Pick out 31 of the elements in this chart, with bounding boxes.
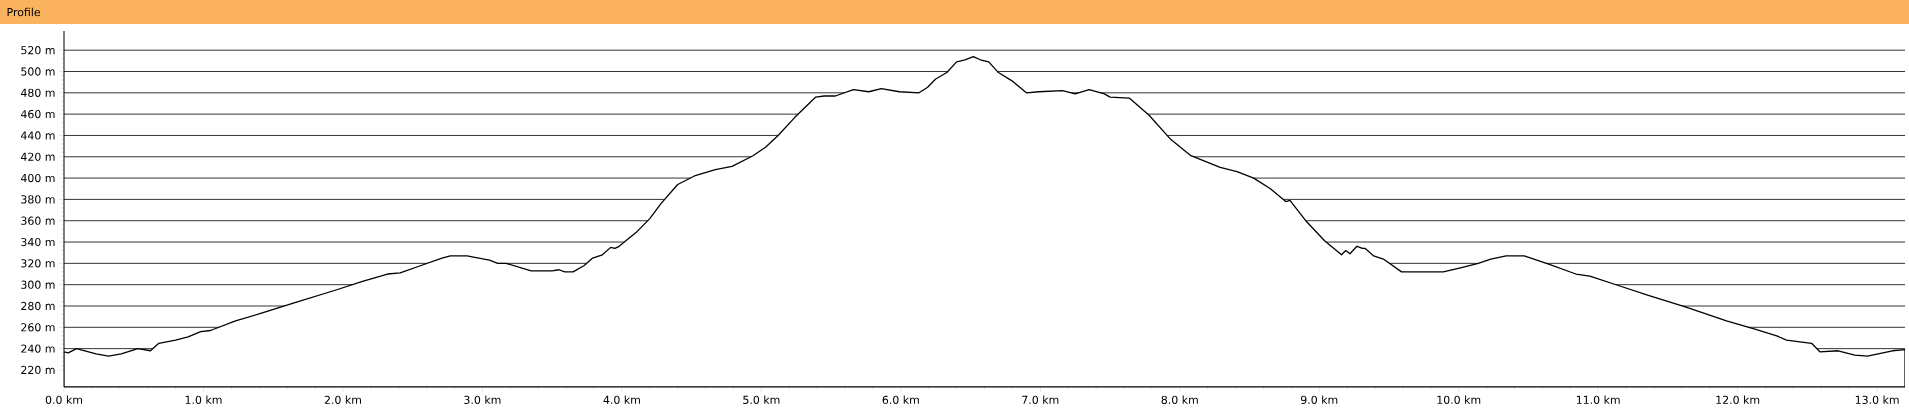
y-tick-label: 280 m [21, 301, 55, 311]
chart-title: Profile [7, 7, 41, 17]
x-tick-label: 12.0 km [1716, 395, 1760, 404]
y-tick-label: 300 m [21, 280, 55, 289]
x-tick-label: 4.0 km [603, 395, 640, 404]
y-tick-label: 380 m [21, 195, 55, 204]
y-tick-label: 500 m [21, 67, 55, 76]
x-tick-label: 6.0 km [882, 395, 919, 404]
y-tick-label: 220 m [21, 365, 55, 375]
y-tick-label: 400 m [20, 173, 55, 183]
y-tick-label: 240 m [21, 344, 55, 353]
y-tick-label: 360 m [21, 216, 55, 225]
y-tick-label: 420 m [20, 152, 55, 161]
x-tick-label: 0.0 km [45, 395, 83, 404]
x-tick-label: 3.0 km [464, 395, 501, 404]
y-tick-label: 260 m [21, 323, 55, 332]
y-tick-label: 320 m [21, 259, 55, 268]
y-tick-label: 340 m [21, 237, 55, 247]
x-tick-label: 11.0 km [1576, 395, 1620, 404]
y-tick-label: 520 m [21, 46, 55, 55]
x-tick-label: 13.0 km [1855, 395, 1899, 404]
y-tick-label: 460 m [20, 110, 55, 119]
x-tick-label: 7.0 km [1022, 395, 1059, 404]
x-tick-label: 2.0 km [324, 395, 361, 404]
x-tick-label: 5.0 km [743, 395, 780, 404]
x-tick-label: 8.0 km [1161, 395, 1198, 404]
y-tick-label: 440 m [20, 131, 55, 140]
y-tick-label: 480 m [20, 88, 55, 97]
x-tick-label: 10.0 km [1437, 395, 1481, 404]
x-tick-label: 9.0 km [1300, 395, 1338, 404]
x-tick-label: 1.0 km [185, 395, 222, 404]
